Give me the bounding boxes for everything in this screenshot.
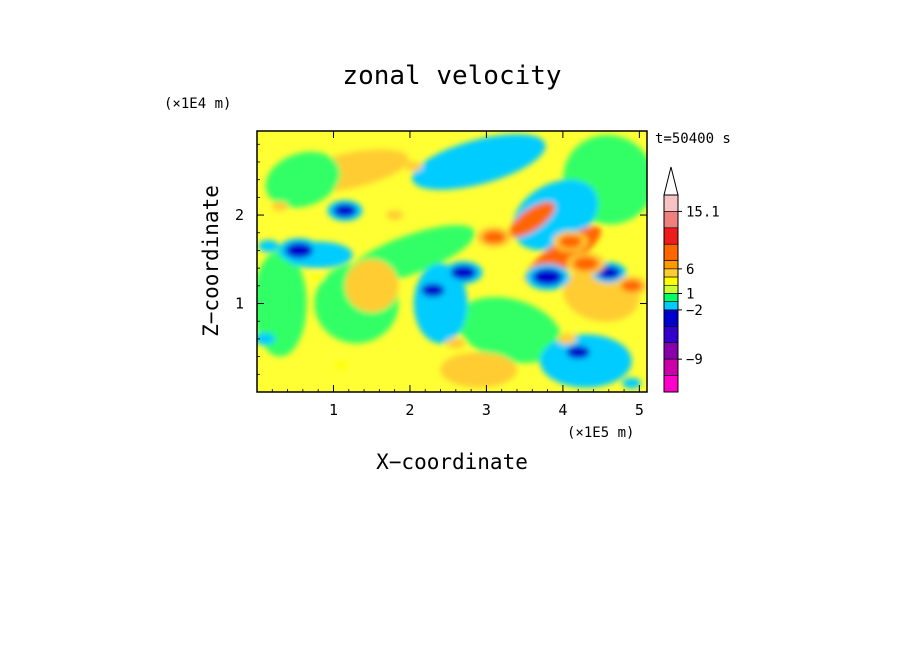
field-feature bbox=[421, 283, 445, 297]
x-tick-label: 5 bbox=[635, 401, 644, 419]
chart-title: zonal velocity bbox=[342, 61, 561, 91]
colorbar-swatch bbox=[663, 227, 679, 245]
colorbar-swatch bbox=[663, 358, 679, 376]
colorbar-swatch bbox=[663, 260, 679, 270]
colorbar-swatch bbox=[663, 211, 679, 229]
x-tick-label: 1 bbox=[329, 401, 338, 419]
field-region bbox=[344, 259, 399, 313]
field-feature bbox=[532, 268, 563, 286]
field-region bbox=[440, 352, 517, 388]
colorbar-swatch bbox=[663, 276, 679, 286]
field-feature bbox=[621, 279, 643, 292]
field-feature bbox=[573, 256, 599, 271]
y-axis: 12 bbox=[235, 143, 647, 375]
field-feature bbox=[558, 234, 583, 249]
plot-frame bbox=[256, 130, 648, 393]
x-tick-label: 3 bbox=[482, 401, 491, 419]
field-region bbox=[457, 297, 562, 364]
velocity-field bbox=[257, 134, 647, 389]
field-feature bbox=[446, 337, 466, 349]
colorbar-label: −2 bbox=[686, 303, 703, 319]
field-feature bbox=[597, 265, 621, 280]
field-region bbox=[412, 134, 546, 190]
colorbar-swatch bbox=[663, 284, 679, 294]
x-axis-title: X−coordinate bbox=[376, 450, 528, 474]
field-feature bbox=[285, 242, 313, 259]
colorbar-swatch bbox=[663, 243, 679, 261]
y-unit-label: (×1E4 m) bbox=[164, 96, 231, 112]
colorbar-swatch bbox=[663, 309, 679, 327]
field-region bbox=[257, 250, 307, 357]
field-feature bbox=[271, 201, 289, 212]
field-feature bbox=[386, 210, 403, 220]
colorbar-label: 15.1 bbox=[686, 204, 720, 220]
field-feature bbox=[450, 265, 477, 280]
field-feature bbox=[566, 345, 590, 359]
colorbar-label: −9 bbox=[686, 352, 703, 368]
field-feature bbox=[482, 230, 506, 244]
field-feature bbox=[506, 155, 528, 168]
field-feature bbox=[335, 361, 348, 370]
field-feature bbox=[557, 333, 577, 345]
y-tick-label: 2 bbox=[235, 206, 244, 224]
colorbar-label: 1 bbox=[686, 287, 694, 303]
field-region bbox=[509, 201, 556, 238]
field-feature bbox=[333, 204, 357, 218]
field-feature bbox=[405, 161, 423, 172]
x-axis: 1 2 3 4 5 bbox=[271, 131, 644, 419]
field-feature bbox=[257, 332, 276, 345]
colorbar-swatch bbox=[663, 293, 679, 303]
colorbar: 15.1 6 1−2 −9 bbox=[663, 166, 720, 393]
colorbar-label: 6 bbox=[686, 262, 694, 278]
field-region bbox=[265, 151, 341, 208]
colorbar-swatch bbox=[663, 375, 679, 393]
y-axis-title: Z−coordinate bbox=[199, 185, 223, 337]
field-feature bbox=[622, 377, 642, 389]
field-feature bbox=[257, 240, 279, 253]
colorbar-swatch bbox=[663, 342, 679, 360]
x-unit-label: (×1E5 m) bbox=[567, 425, 634, 441]
time-label: t=50400 s bbox=[655, 131, 731, 147]
plot-area bbox=[257, 131, 647, 392]
colorbar-swatch bbox=[663, 194, 679, 212]
colorbar-swatch bbox=[663, 268, 679, 278]
y-tick-label: 1 bbox=[235, 295, 244, 313]
colorbar-swatch bbox=[663, 301, 679, 311]
colorbar-swatch bbox=[663, 326, 679, 344]
x-tick-label: 2 bbox=[405, 401, 414, 419]
field-feature bbox=[312, 273, 325, 281]
colorbar-extend-arrow bbox=[663, 166, 679, 196]
x-tick-label: 4 bbox=[558, 401, 567, 419]
